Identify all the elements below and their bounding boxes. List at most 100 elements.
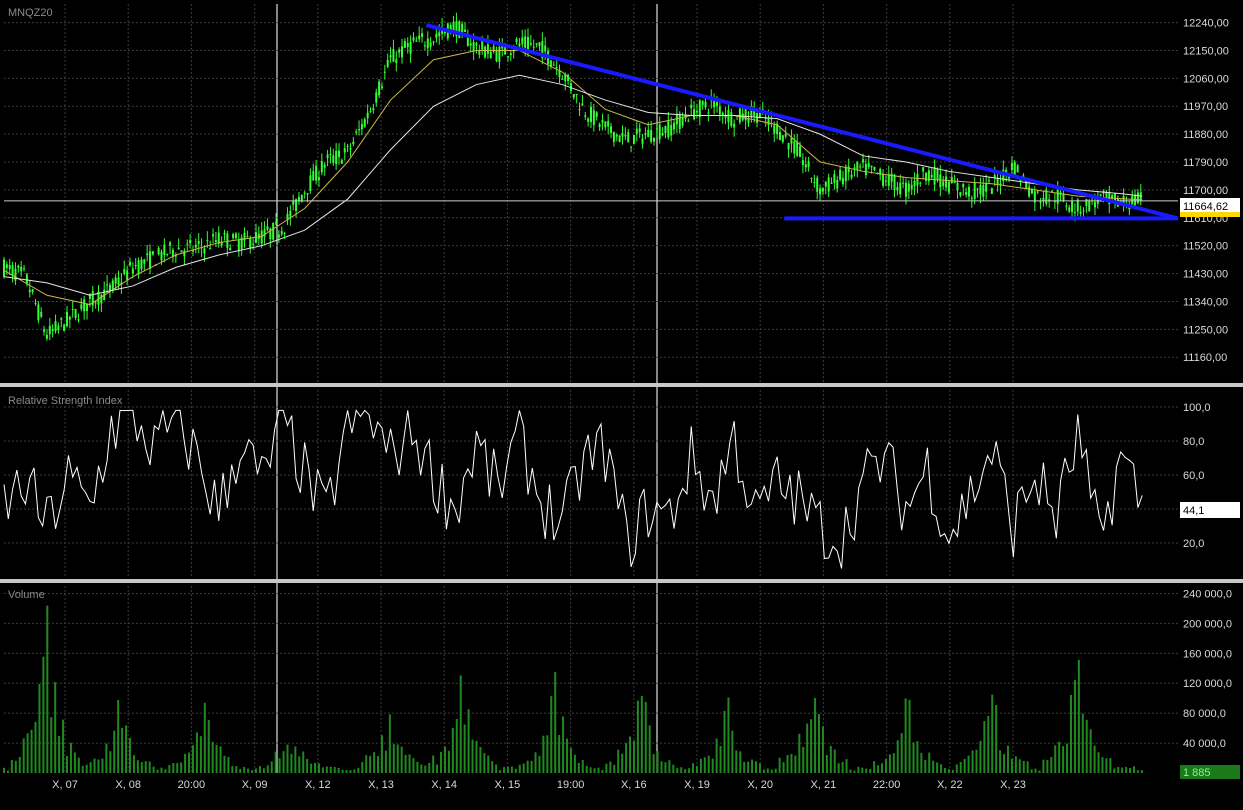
candle-body xyxy=(375,92,378,103)
candle-body xyxy=(753,109,756,116)
volume-bar xyxy=(912,742,915,773)
volume-bar xyxy=(896,740,899,773)
volume-bar xyxy=(113,730,116,773)
candle-body xyxy=(197,241,200,244)
candle-body xyxy=(790,138,793,144)
volume-bar xyxy=(703,757,706,773)
candle-body xyxy=(137,260,140,274)
candle-body xyxy=(183,250,186,257)
candle-body xyxy=(1079,211,1082,214)
volume-bar xyxy=(971,750,974,773)
volume-bar xyxy=(440,751,443,773)
volume-bar xyxy=(640,695,643,773)
x-tick-label: X, 16 xyxy=(621,779,647,791)
overlays xyxy=(425,23,1179,221)
volume-bar xyxy=(282,751,285,773)
candle-body xyxy=(452,21,455,31)
candle-body xyxy=(17,265,20,268)
candle-body xyxy=(297,197,300,202)
volume-bar xyxy=(861,767,864,773)
volume-bar xyxy=(361,761,364,773)
volume-bar xyxy=(770,769,773,773)
volume-bar xyxy=(892,753,895,773)
candle-body xyxy=(1099,194,1102,196)
candle-body xyxy=(661,132,664,136)
volume-bar xyxy=(46,605,49,773)
candle-body xyxy=(423,45,426,47)
candle-body xyxy=(409,41,412,54)
volume-bar xyxy=(995,705,998,773)
candle-body xyxy=(335,150,338,164)
panel-separator xyxy=(0,383,1243,387)
candle-body xyxy=(466,36,469,46)
candle-body xyxy=(756,113,759,123)
volume-bar xyxy=(491,761,494,773)
candle-body xyxy=(240,237,243,250)
candle-body xyxy=(249,237,252,249)
volume-bar xyxy=(487,755,490,773)
candle-body xyxy=(778,132,781,140)
candle-body xyxy=(864,163,867,176)
candle-body xyxy=(126,270,129,280)
volume-bar xyxy=(798,733,801,773)
candle-body xyxy=(907,183,910,192)
candle-body xyxy=(942,181,945,187)
volume-bar xyxy=(999,750,1002,773)
volume-bar xyxy=(1140,770,1143,773)
volume-bar xyxy=(77,757,80,773)
volume-bar xyxy=(562,716,565,773)
candle-body xyxy=(332,155,335,163)
volume-bar xyxy=(270,761,273,773)
volume-bar xyxy=(353,769,356,773)
candle-body xyxy=(930,174,933,178)
candle-body xyxy=(272,222,275,240)
candle-body xyxy=(695,110,698,113)
volume-bar xyxy=(168,765,171,773)
candle-body xyxy=(266,226,269,230)
last-volume-badge: 1 885 xyxy=(1180,765,1240,779)
candle-body xyxy=(936,169,939,180)
candle-body xyxy=(730,112,733,126)
price-tick-label: 11430,00 xyxy=(1183,269,1228,281)
candle-body xyxy=(990,188,993,194)
volume-bar xyxy=(751,759,754,773)
candle-body xyxy=(552,64,555,66)
volume-bar xyxy=(377,756,380,773)
volume-bar xyxy=(692,763,695,773)
candle-body xyxy=(277,234,280,238)
price-tick-label: 11970,00 xyxy=(1183,101,1228,113)
candle-body xyxy=(564,74,567,82)
candle-body xyxy=(561,78,564,80)
volume-bar xyxy=(621,753,624,773)
candle-body xyxy=(970,198,973,200)
volume-bar xyxy=(34,721,37,773)
candle-body xyxy=(246,236,249,238)
candle-body xyxy=(1039,201,1042,203)
volume-bar xyxy=(471,739,474,773)
volume-bar xyxy=(1010,758,1013,773)
volume-bar xyxy=(644,701,647,773)
candle-body xyxy=(280,230,283,235)
candle-body xyxy=(867,163,870,168)
rsi-panel[interactable] xyxy=(3,409,1143,569)
volume-bar xyxy=(227,756,230,773)
volume-bar xyxy=(475,740,478,773)
descending-trendline[interactable] xyxy=(425,23,1179,221)
volume-bar xyxy=(495,764,498,773)
candle-body xyxy=(20,266,23,272)
volume-bar xyxy=(884,758,887,773)
volume-bar xyxy=(1038,770,1041,773)
candle-body xyxy=(655,128,658,130)
last-rsi-badge: 44,1 xyxy=(1180,502,1240,518)
volume-bar xyxy=(22,738,25,773)
candle-body xyxy=(967,186,970,197)
volume-bar xyxy=(420,764,423,773)
price-panel[interactable] xyxy=(3,12,1178,341)
candle-body xyxy=(214,240,217,242)
candle-body xyxy=(37,304,40,321)
candle-body xyxy=(131,268,134,274)
candle-body xyxy=(143,259,146,264)
volume-bar xyxy=(239,768,242,773)
volume-bar xyxy=(585,765,588,773)
